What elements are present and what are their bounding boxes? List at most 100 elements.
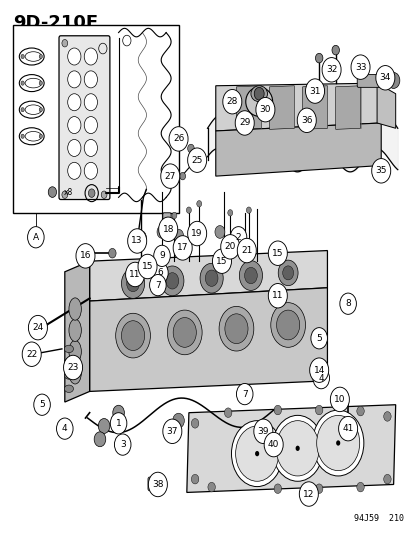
Circle shape: [68, 163, 81, 179]
Circle shape: [68, 117, 81, 134]
Circle shape: [151, 262, 168, 284]
Circle shape: [68, 140, 81, 157]
Circle shape: [274, 484, 281, 494]
Circle shape: [21, 134, 24, 139]
Text: 20: 20: [225, 243, 236, 252]
Circle shape: [247, 207, 251, 213]
Circle shape: [148, 472, 167, 497]
Circle shape: [310, 358, 329, 382]
Circle shape: [376, 66, 395, 90]
Circle shape: [126, 262, 145, 287]
Text: 18: 18: [162, 225, 174, 234]
Circle shape: [84, 117, 98, 134]
Circle shape: [116, 313, 150, 358]
Circle shape: [157, 225, 167, 238]
Circle shape: [188, 148, 207, 172]
Circle shape: [212, 249, 232, 273]
Circle shape: [225, 408, 232, 417]
Text: 28: 28: [227, 97, 238, 106]
Circle shape: [84, 71, 98, 88]
Circle shape: [351, 55, 370, 79]
Circle shape: [62, 191, 68, 198]
Circle shape: [28, 316, 47, 340]
Circle shape: [200, 263, 223, 293]
Ellipse shape: [64, 385, 73, 392]
Text: A: A: [33, 233, 39, 242]
Circle shape: [315, 405, 323, 415]
Polygon shape: [90, 251, 327, 301]
Circle shape: [173, 318, 196, 348]
Circle shape: [237, 238, 256, 263]
Circle shape: [384, 411, 391, 421]
Text: 41: 41: [342, 424, 354, 433]
Circle shape: [101, 191, 107, 198]
Circle shape: [278, 260, 298, 286]
Circle shape: [357, 406, 364, 416]
Circle shape: [236, 228, 246, 241]
Text: 7: 7: [155, 280, 161, 289]
Circle shape: [261, 422, 269, 432]
Circle shape: [264, 432, 283, 457]
Circle shape: [27, 227, 44, 248]
FancyBboxPatch shape: [357, 75, 385, 87]
Text: 3: 3: [120, 440, 126, 449]
Polygon shape: [377, 83, 395, 128]
Circle shape: [313, 368, 330, 389]
Ellipse shape: [344, 421, 352, 427]
Circle shape: [39, 54, 42, 59]
Circle shape: [169, 127, 188, 151]
Polygon shape: [237, 86, 261, 130]
Circle shape: [315, 484, 323, 494]
Circle shape: [173, 413, 184, 428]
Text: 30: 30: [260, 105, 271, 114]
Circle shape: [208, 482, 215, 492]
Circle shape: [154, 245, 170, 266]
Circle shape: [68, 94, 81, 111]
Circle shape: [236, 426, 278, 481]
Text: 31: 31: [309, 86, 321, 95]
Circle shape: [138, 254, 157, 279]
Text: 33: 33: [355, 63, 366, 71]
Circle shape: [297, 108, 316, 133]
Circle shape: [299, 482, 318, 506]
Circle shape: [22, 342, 41, 367]
Text: 23: 23: [67, 363, 79, 372]
Circle shape: [330, 387, 349, 411]
Text: 25: 25: [191, 156, 203, 165]
Text: 11: 11: [129, 270, 141, 279]
Circle shape: [110, 413, 127, 434]
Text: 14: 14: [313, 366, 325, 375]
Polygon shape: [65, 261, 90, 402]
FancyBboxPatch shape: [59, 36, 110, 199]
Circle shape: [98, 418, 110, 433]
Circle shape: [68, 71, 81, 88]
Circle shape: [232, 421, 283, 487]
Circle shape: [21, 81, 24, 85]
Circle shape: [122, 321, 145, 351]
Circle shape: [223, 90, 242, 114]
Circle shape: [62, 39, 68, 47]
Text: 27: 27: [165, 172, 176, 181]
Text: 40: 40: [268, 440, 279, 449]
Circle shape: [109, 248, 116, 258]
Circle shape: [188, 221, 207, 246]
Circle shape: [271, 303, 305, 348]
Circle shape: [127, 276, 139, 292]
Circle shape: [39, 108, 42, 112]
Circle shape: [228, 209, 233, 216]
Circle shape: [94, 432, 106, 447]
Circle shape: [221, 235, 240, 259]
Circle shape: [254, 419, 273, 443]
Circle shape: [173, 236, 192, 260]
Circle shape: [215, 225, 225, 238]
Circle shape: [166, 273, 179, 289]
Text: 16: 16: [80, 252, 91, 260]
Circle shape: [128, 229, 146, 253]
Circle shape: [21, 108, 24, 112]
Circle shape: [191, 418, 199, 428]
Text: 36: 36: [301, 116, 312, 125]
Circle shape: [312, 410, 364, 476]
Circle shape: [336, 440, 340, 446]
Ellipse shape: [69, 298, 81, 320]
Circle shape: [269, 241, 287, 265]
